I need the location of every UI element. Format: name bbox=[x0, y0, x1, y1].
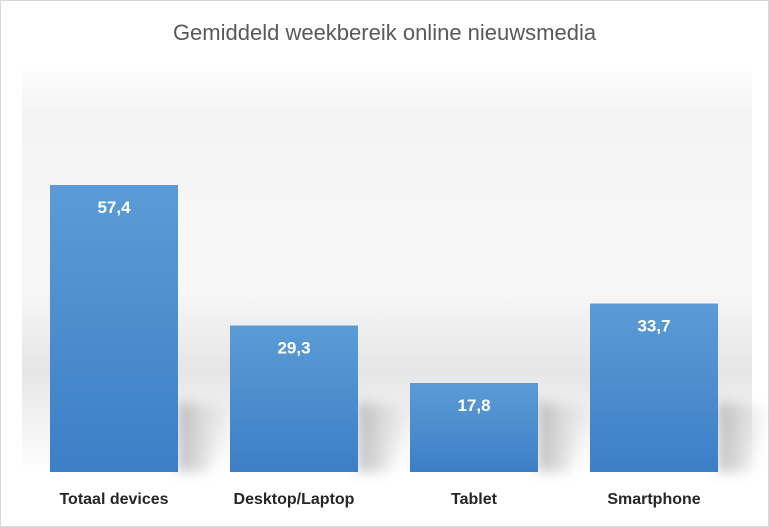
bar-shadow bbox=[538, 402, 593, 472]
category-label: Desktop/Laptop bbox=[234, 491, 355, 508]
bar-desktop-laptop bbox=[230, 325, 358, 472]
bars bbox=[50, 185, 718, 472]
chart-title: Gemiddeld weekbereik online nieuwsmedia bbox=[172, 20, 597, 45]
bar-shadow bbox=[358, 402, 413, 472]
category-label: Totaal devices bbox=[59, 491, 168, 508]
bar-tablet bbox=[410, 383, 538, 472]
bar-shadow bbox=[178, 402, 233, 472]
data-label: 29,3 bbox=[277, 339, 310, 358]
data-label: 17,8 bbox=[457, 396, 490, 415]
bar-shadow bbox=[718, 402, 769, 472]
category-labels: Totaal devices Desktop/Laptop Tablet Smartp… bbox=[59, 491, 700, 508]
bar-totaal-devices bbox=[50, 185, 178, 472]
bar-shadows bbox=[178, 402, 769, 472]
category-label: Smartphone bbox=[607, 491, 700, 508]
data-label: 57,4 bbox=[97, 198, 131, 217]
value-labels: 57,4 29,3 17,8 33,7 bbox=[97, 198, 670, 415]
category-label: Tablet bbox=[451, 491, 498, 508]
data-label: 33,7 bbox=[637, 317, 670, 336]
bar-smartphone bbox=[590, 303, 718, 472]
